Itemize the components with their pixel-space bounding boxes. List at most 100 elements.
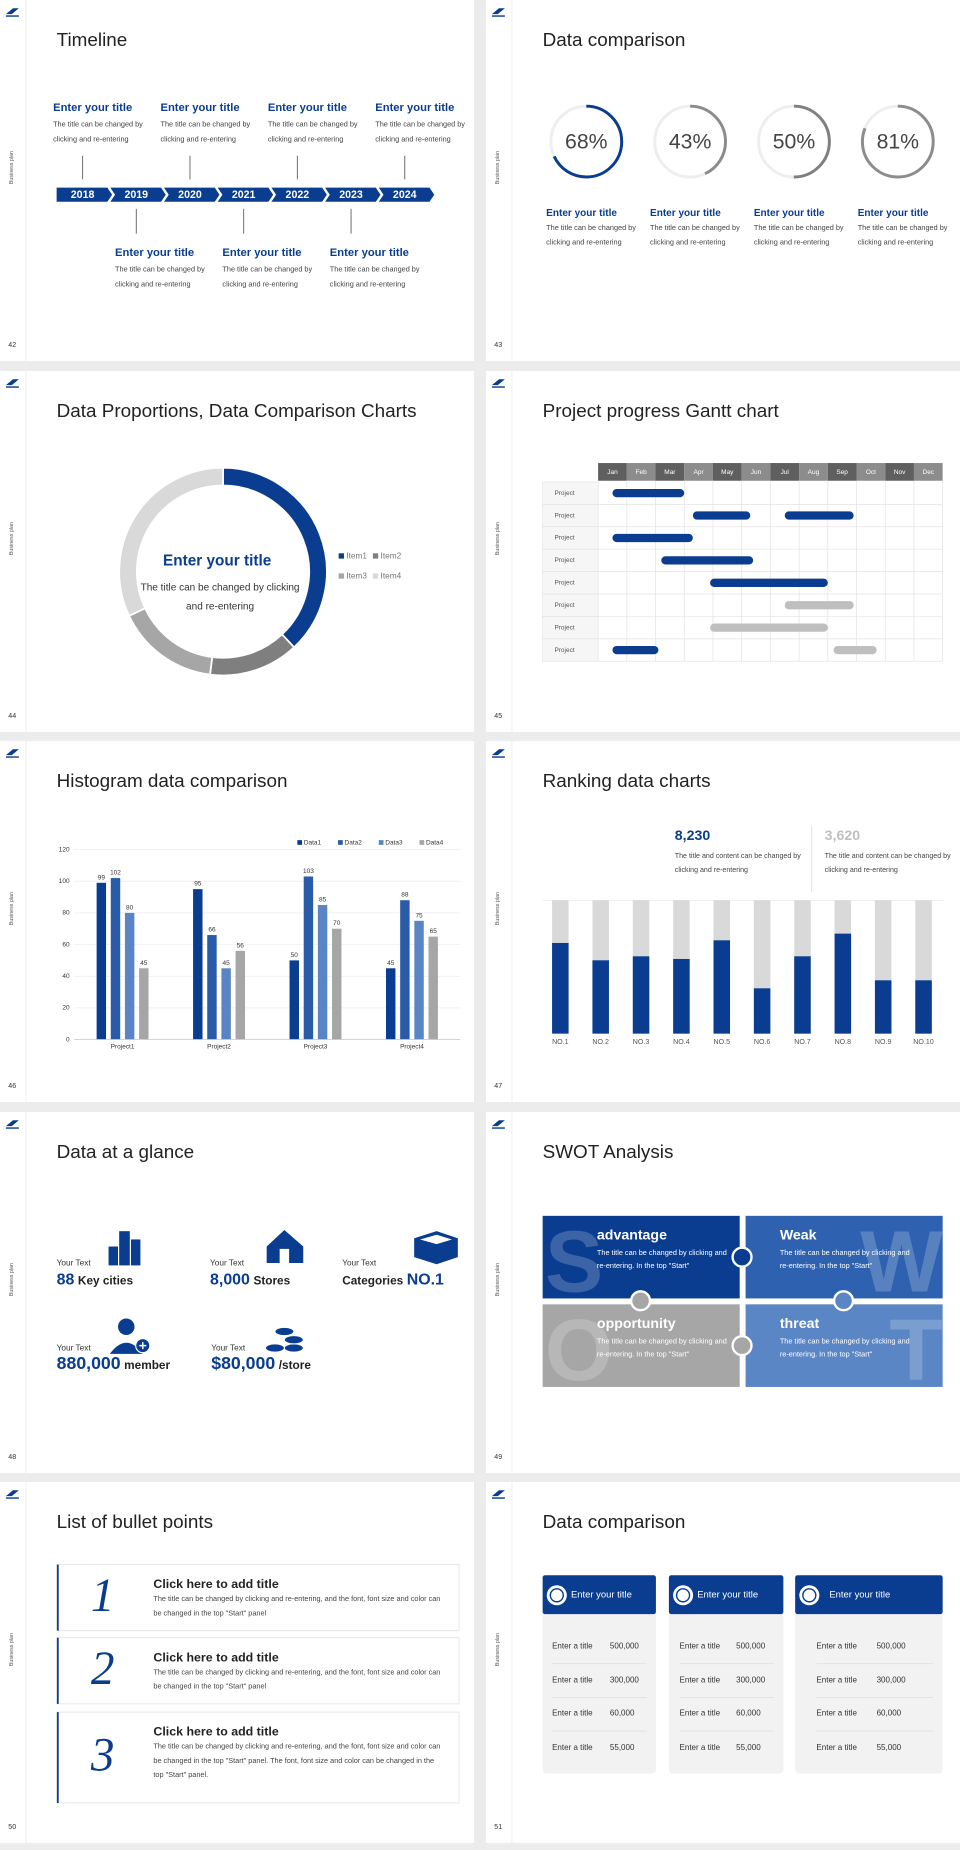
- slide-title: Ranking data charts: [542, 771, 711, 792]
- item-text: The title can be changed by clicking and…: [115, 265, 205, 289]
- month-label: May: [721, 469, 734, 476]
- item-label: Your Text: [56, 1343, 91, 1353]
- x-tick-label: Project4: [400, 1043, 424, 1050]
- bar: [386, 968, 396, 1040]
- value-line: 880,000 member: [57, 1353, 170, 1375]
- slide: 1 2 3 Business plan 50 List of bullet points C…: [0, 1482, 474, 1843]
- slide: 68% 43% 50% 81% Business plan 43 Data comparis…: [486, 0, 960, 361]
- legend-swatch: [338, 572, 344, 579]
- ring-label: 50%: [773, 129, 816, 153]
- list-box: [56, 1564, 460, 1632]
- row-value: 55,000: [736, 1743, 761, 1752]
- swot-letter: O: [545, 1300, 613, 1398]
- year-label: 2022: [286, 189, 310, 201]
- item-text: The title can be changed by clicking and…: [329, 265, 420, 289]
- slide-content: 1 2 3 Business plan 50 List of bullet points C…: [0, 1482, 474, 1843]
- item-suffix: Key cities: [77, 1274, 134, 1288]
- x-tick-label: Project1: [111, 1043, 135, 1050]
- card-body: [668, 1575, 784, 1774]
- slide-number: 43: [494, 342, 503, 350]
- task-label: Project: [554, 512, 574, 519]
- header-cell: [655, 462, 685, 481]
- swot-letter: T: [889, 1300, 942, 1398]
- row-value: 60,000: [609, 1709, 635, 1718]
- timeline-segment: [325, 187, 381, 202]
- legend-swatch: [338, 840, 343, 845]
- ring-label: 68%: [565, 129, 608, 153]
- logo-base: [491, 15, 505, 17]
- side-label: Business plan: [8, 521, 15, 555]
- item-text: The title can be changed by clicking and…: [267, 120, 358, 144]
- slide-number: 42: [8, 342, 17, 350]
- logo-base: [491, 756, 505, 758]
- row-value: 500,000: [736, 1642, 766, 1651]
- header-cell: [770, 462, 800, 481]
- slide-title: Histogram data comparison: [56, 771, 288, 792]
- legend-swatch: [297, 840, 303, 845]
- list-box: [56, 1711, 460, 1804]
- item-title: Enter your title: [650, 206, 721, 219]
- bar: [139, 968, 149, 1040]
- x-tick-label: NO.3: [633, 1038, 650, 1046]
- data-label: 45: [140, 960, 148, 967]
- row-label: Enter a title: [552, 1642, 593, 1651]
- item-prefix: Categories: [342, 1274, 404, 1288]
- bar: [193, 889, 203, 1040]
- gantt-bar: [661, 555, 754, 565]
- swot-box: [745, 1303, 943, 1387]
- card-icon-inner: [549, 1588, 564, 1603]
- slide-graphics: Item1 Item2 Item3 Item4: [5, 370, 402, 732]
- year-label: 2021: [232, 189, 256, 201]
- item-title: Enter your title: [857, 206, 929, 219]
- slide-graphics: 2018 2019 2020 2021 2022 2023 2024: [5, 0, 435, 361]
- task-label: Project: [554, 646, 574, 653]
- item-label: Your Text: [56, 1259, 91, 1268]
- bar: [303, 876, 314, 1040]
- data-label: 45: [223, 960, 231, 967]
- slide-content: 68% 43% 50% 81% Business plan 43 Data comparis…: [486, 0, 960, 361]
- list-box: [56, 1637, 460, 1705]
- slide-content: 2018 2019 2020 2021 2022 2023 2024 Business pla…: [0, 0, 474, 361]
- ring-label: 43%: [669, 129, 712, 153]
- item-text: The title can be changed by clicking and…: [160, 120, 251, 144]
- ring-arc: [860, 104, 935, 179]
- row-label: Enter a title: [552, 1709, 593, 1718]
- slide: NO.1 NO.2 NO.3 NO.4 NO.5 NO.6 NO.7 NO.8 NO.9 NO.1…: [486, 741, 960, 1102]
- swot-title: opportunity: [596, 1314, 676, 1331]
- logo-base: [5, 1126, 19, 1129]
- side-label: Business plan: [8, 1262, 15, 1296]
- slide-graphics: NO.1 NO.2 NO.3 NO.4 NO.5 NO.6 NO.7 NO.8 NO.9 NO.1…: [491, 741, 944, 1102]
- data-label: 56: [237, 942, 245, 949]
- gantt-bar: [833, 645, 877, 654]
- ring-label: 81%: [877, 129, 920, 153]
- row-value: 60,000: [876, 1709, 902, 1718]
- x-tick-label: NO.8: [835, 1038, 852, 1046]
- value-line: Categories NO.1: [342, 1268, 444, 1290]
- row-label: Enter a title: [816, 1709, 857, 1718]
- logo: [5, 749, 19, 756]
- swot-box: [745, 1215, 943, 1298]
- task-label: Project: [554, 624, 574, 631]
- month-label: Feb: [636, 469, 648, 476]
- icon-person-head: [117, 1318, 135, 1335]
- slide-title: Data comparison: [542, 30, 686, 51]
- slide-title: Data at a glance: [56, 1142, 195, 1163]
- slide-content: Business plan 48 Data at a glance Your Text…: [0, 1111, 474, 1473]
- slide-title: Timeline: [56, 30, 128, 51]
- x-tick-label: NO.2: [592, 1038, 609, 1046]
- data-label: 75: [415, 912, 423, 919]
- data-label: 45: [387, 960, 395, 967]
- item-text: The title can be changed by clicking and…: [650, 224, 740, 247]
- row-label: Enter a title: [552, 1743, 593, 1752]
- item-title: Enter your title: [267, 101, 347, 115]
- item-text: The title can be changed by clicking and…: [153, 1595, 441, 1618]
- side-label: Business plan: [494, 892, 501, 926]
- month-label: Nov: [894, 469, 906, 476]
- puzzle-knob: [629, 1289, 652, 1311]
- item-title: Enter your title: [160, 101, 240, 115]
- item-title: Click here to add title: [153, 1650, 279, 1665]
- slide-number: 48: [8, 1453, 17, 1461]
- year-label: 2018: [71, 189, 95, 201]
- slide-graphics: 1 2 3: [5, 1482, 460, 1843]
- icon-coin: [283, 1342, 304, 1353]
